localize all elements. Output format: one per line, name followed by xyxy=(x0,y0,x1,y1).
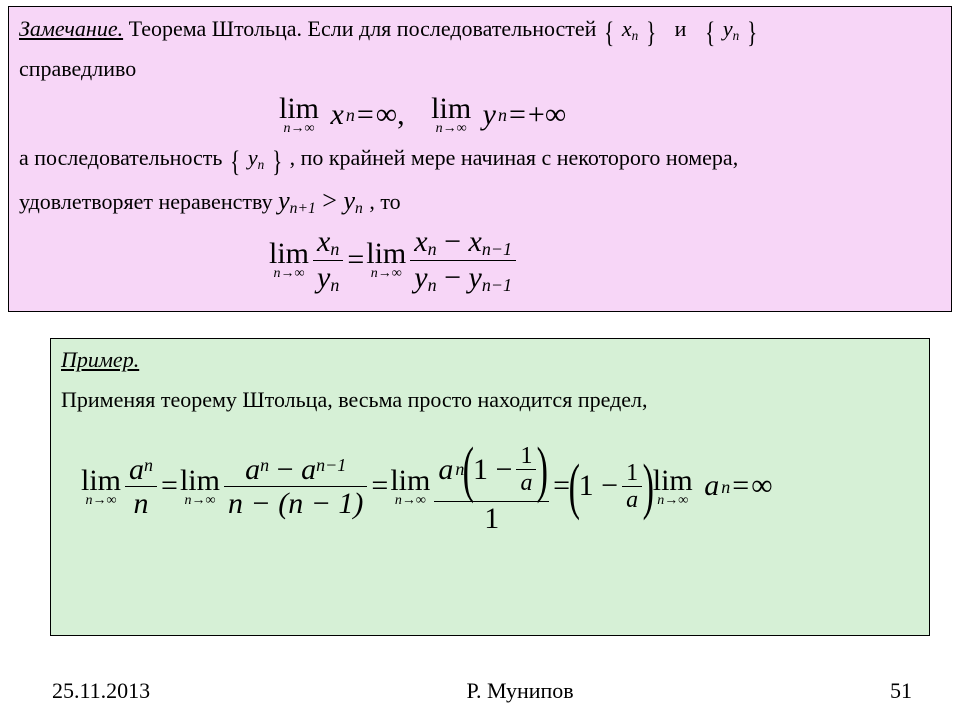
text-4a: удовлетворяет неравенству xyxy=(19,189,278,214)
fraction: 1 a xyxy=(622,460,642,514)
fraction: xn − xn−1 yn − yn−1 xyxy=(410,225,516,296)
footer-date: 25.11.2013 xyxy=(52,678,150,704)
close-paren-icon: ) xyxy=(537,439,548,501)
example-title: Пример. xyxy=(61,345,919,375)
equation-3: lim n→∞ an n = lim n→∞ an − an−1 xyxy=(81,439,919,535)
seq-y: yn xyxy=(723,16,739,41)
remark-box: Замечание. Теорема Штольца. Если для пос… xyxy=(8,6,952,312)
open-brace-icon: { xyxy=(230,142,240,183)
text-3b: , по крайней мере начиная с некоторого н… xyxy=(290,145,739,170)
lim-symbol: lim n→∞ xyxy=(269,239,309,281)
lim-symbol: lim n→∞ xyxy=(431,94,471,136)
box1-line3: а последовательность { yn } , по крайней… xyxy=(19,142,941,183)
footer-page: 51 xyxy=(890,678,912,704)
equation-1: lim n→∞ xn = ∞, lim n→∞ yn = +∞ xyxy=(279,89,941,136)
remark-label: Замечание. xyxy=(19,16,123,41)
open-paren-icon: ( xyxy=(463,439,474,501)
close-brace-icon: } xyxy=(747,13,757,54)
and-word: и xyxy=(675,16,687,41)
box1-line1: Замечание. Теорема Штольца. Если для пос… xyxy=(19,13,941,54)
close-brace-icon: } xyxy=(646,13,656,54)
footer-author: Р. Мунипов xyxy=(466,678,573,704)
equation-2: lim n→∞ xn yn = lim n→∞ xn − xn−1 xyxy=(269,225,941,296)
lim-symbol: lim n→∞ xyxy=(180,466,220,508)
box1-line4: удовлетворяет неравенству yn+1 > yn , то xyxy=(19,183,941,219)
fraction: 1 a xyxy=(516,443,536,497)
fraction: xn yn xyxy=(313,225,343,296)
open-brace-icon: { xyxy=(705,13,715,54)
inequality: yn+1 > yn xyxy=(278,186,369,215)
seq-x: xn xyxy=(622,16,638,41)
text-4b: , то xyxy=(369,189,400,214)
lim-symbol: lim n→∞ xyxy=(653,466,693,508)
fraction: an ( 1 − 1 a ) 1 xyxy=(434,439,549,535)
lim-symbol: lim n→∞ xyxy=(81,466,121,508)
example-text: Применяя теорему Штольца, весьма просто … xyxy=(61,385,919,415)
close-brace-icon: } xyxy=(272,142,282,183)
theorem-name: Теорема Штольца. xyxy=(123,16,302,41)
text-3a: а последовательность xyxy=(19,145,228,170)
open-paren-icon: ( xyxy=(569,456,580,518)
lim-symbol: lim n→∞ xyxy=(366,239,406,281)
example-box: Пример. Применяя теорему Штольца, весьма… xyxy=(50,338,930,636)
box1-line2: справедливо xyxy=(19,54,941,84)
fraction: an n xyxy=(125,453,157,520)
seq-y-2: yn xyxy=(248,145,264,170)
fraction: an − an−1 n − (n − 1) xyxy=(224,453,367,520)
open-brace-icon: { xyxy=(604,13,614,54)
lim-symbol: lim n→∞ xyxy=(279,94,319,136)
text-1a: Если для последовательностей xyxy=(302,16,602,41)
lim-symbol: lim n→∞ xyxy=(390,466,430,508)
slide-footer: 25.11.2013 Р. Мунипов 51 xyxy=(52,678,912,704)
